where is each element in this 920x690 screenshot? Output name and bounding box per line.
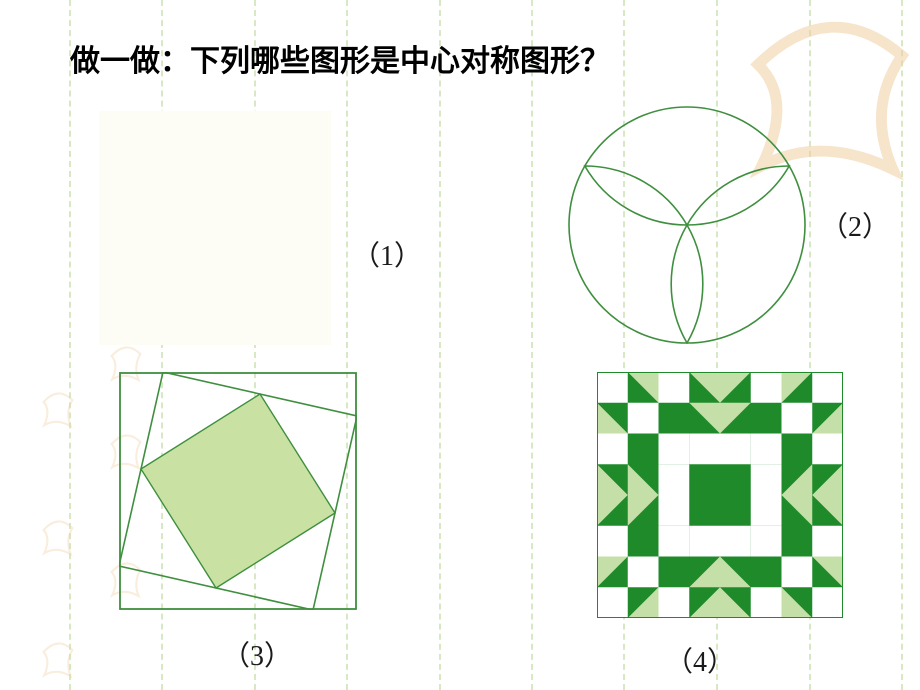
figure-3 bbox=[119, 372, 357, 610]
figure-2-label: （2） bbox=[820, 205, 890, 245]
figure-2 bbox=[563, 104, 813, 344]
figure-3-label: （3） bbox=[222, 634, 292, 674]
page-title: 做一做：下列哪些图形是中心对称图形？ bbox=[70, 36, 610, 80]
figure-2-circle-3petal bbox=[563, 104, 813, 344]
figure-3-tilted-squares bbox=[119, 372, 357, 610]
figure-4 bbox=[597, 372, 843, 618]
figure-1-bg bbox=[99, 111, 331, 345]
figure-4-label: （4） bbox=[665, 640, 735, 680]
figure-4-quilt bbox=[597, 372, 843, 618]
figure-1-label: （1） bbox=[352, 234, 422, 274]
figure-1 bbox=[99, 111, 331, 345]
